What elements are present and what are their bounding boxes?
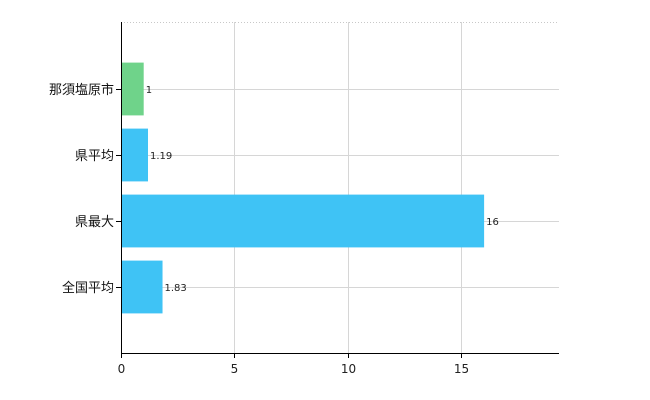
data-label: 1.19 bbox=[150, 151, 172, 162]
data-label: 16 bbox=[486, 217, 499, 228]
x-tick-label: 5 bbox=[231, 362, 239, 376]
data-label: 1 bbox=[146, 85, 152, 96]
category-label: 県最大 bbox=[75, 215, 114, 230]
x-tick-label: 10 bbox=[341, 362, 356, 376]
category-label: 全国平均 bbox=[62, 280, 114, 296]
bar bbox=[122, 260, 163, 314]
bar-layer bbox=[122, 62, 485, 314]
category-label: 那須塩原市 bbox=[49, 82, 114, 98]
bar bbox=[122, 128, 149, 182]
category-label: 県平均 bbox=[75, 149, 114, 164]
axis-layer bbox=[121, 22, 559, 354]
bar bbox=[122, 62, 144, 116]
bar bbox=[122, 194, 485, 248]
x-tick-label: 0 bbox=[118, 362, 126, 376]
x-tick-label: 15 bbox=[454, 362, 469, 376]
label-layer: 0 5 10 15 1 那須塩原市 1.19 県平均 16 県最大 1.83 全国平均 bbox=[49, 82, 499, 376]
grid-layer bbox=[116, 22, 559, 358]
data-label: 1.83 bbox=[165, 283, 187, 294]
